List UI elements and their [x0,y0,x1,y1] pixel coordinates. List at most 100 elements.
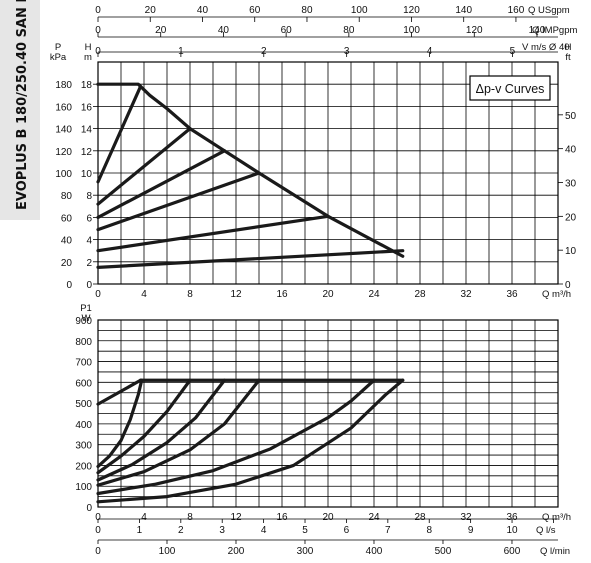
velocity-tick-label: 2 [261,46,267,57]
head-chart: 0 4 8 12 16 20 24 28 32 36 Q m³/h02040608010012014… [50,5,578,300]
ls-tick-label: 6 [344,525,350,536]
ft-tick-label: 20 [565,212,577,223]
x-tick-label: 24 [368,512,380,523]
kpa-tick-label: 0 [66,280,72,291]
power-curve [96,378,143,406]
head-curve [96,127,192,206]
power-curve [96,378,261,487]
ls-tick-label: 1 [137,525,143,536]
kpa-tick-label: 60 [61,213,73,224]
ft-tick-label: 30 [565,179,577,190]
kpa-tick-label: 80 [61,191,73,202]
x-tick-label: 0 [95,289,101,300]
kpa-tick-label: 140 [55,125,72,136]
power-curve [96,378,405,504]
velocity-tick-label: 0 [95,46,101,57]
watt-tick-label: 500 [75,399,92,410]
kpa-tick-label: 160 [55,102,72,113]
lmin-tick-label: 400 [366,546,383,557]
m-tick-label: 10 [81,169,93,180]
x-tick-label: 12 [230,289,242,300]
velocity-tick-label: 4 [427,46,433,57]
usgpm-tick-label: 100 [351,5,368,16]
usgpm-tick-label: 20 [145,5,157,16]
x-tick-label: 28 [414,289,426,300]
kpa-tick-label: 40 [61,236,73,247]
ft-tick-label: 40 [565,145,577,156]
usgpm-axis-label: Q USgpm [528,5,570,16]
ls-tick-label: 2 [178,525,184,536]
legend-label: Δp-v Curves [476,82,545,96]
power-curve [96,378,192,475]
side-title-group: EVOPLUS B 180/250.40 SAN M [15,0,30,210]
watt-tick-label: 300 [75,441,92,452]
usgpm-tick-label: 160 [508,5,525,16]
legend-box [469,75,551,101]
ls-tick-label: 8 [426,525,432,536]
power-axis-unit: W [82,313,91,324]
head-curve [96,249,405,269]
m-axis-unit: m [84,52,92,63]
impgpm-tick-label: 40 [218,25,230,36]
watt-tick-label: 700 [75,358,92,369]
watt-tick-label: 800 [75,337,92,348]
m-tick-label: 8 [86,191,92,202]
m-tick-label: 14 [81,125,93,136]
velocity-tick-label: 5 [510,46,516,57]
usgpm-tick-label: 0 [95,5,101,16]
kpa-axis-label: P [55,42,61,53]
m-tick-label: 2 [86,258,92,269]
x-tick-label: 32 [460,289,472,300]
usgpm-tick-label: 140 [455,5,472,16]
x-tick-label: 20 [322,512,334,523]
side-title-panel [0,0,40,220]
watt-tick-label: 200 [75,461,92,472]
curve-type-legend: Δp-v Curves [469,75,551,101]
lmin-tick-label: 100 [159,546,176,557]
x-tick-label: 12 [230,512,242,523]
watt-tick-label: 400 [75,420,92,431]
lmin-tick-label: 600 [504,546,521,557]
ls-tick-label: 5 [302,525,308,536]
power-curve [96,378,376,496]
lmin-tick-label: 300 [297,546,314,557]
impgpm-tick-label: 60 [281,25,293,36]
power-curve [96,378,227,482]
m-tick-label: 0 [86,280,92,291]
m-axis-label: H [85,42,92,53]
ft-tick-label: 10 [565,246,577,257]
watt-tick-label: 100 [75,482,92,493]
ls-axis-label: Q l/s [536,525,556,536]
impgpm-tick-label: 120 [466,25,483,36]
kpa-tick-label: 20 [61,258,73,269]
velocity-axis-label: V m/s Ø 40 [522,42,570,53]
ft-tick-label: 50 [565,111,577,122]
head-curve [96,84,143,184]
watt-tick-label: 600 [75,378,92,389]
ls-tick-label: 0 [95,525,101,536]
m-tick-label: 18 [81,80,93,91]
impgpm-axis-label: Q IMPgpm [532,25,577,36]
impgpm-tick-label: 0 [95,25,101,36]
velocity-tick-label: 1 [178,46,184,57]
usgpm-tick-label: 80 [301,5,313,16]
kpa-tick-label: 100 [55,169,72,180]
x-tick-label: 32 [460,512,472,523]
impgpm-tick-label: 140 [529,25,546,36]
watt-tick-label: 0 [86,503,92,514]
impgpm-tick-label: 100 [403,25,420,36]
ls-tick-label: 10 [506,525,518,536]
x-tick-label: 8 [187,289,193,300]
ls-tick-label: 3 [219,525,225,536]
x-tick-label: 36 [506,289,518,300]
ft-tick-label: 0 [565,280,571,291]
power-axis-label: P1 [80,303,92,314]
ft-axis-unit: ft [565,52,571,63]
x-tick-label: 8 [187,512,193,523]
head-curve [96,214,330,253]
usgpm-tick-label: 120 [403,5,420,16]
x-axis-unit: Q m³/h [542,512,571,523]
usgpm-tick-label: 60 [249,5,261,16]
kpa-tick-label: 180 [55,80,72,91]
